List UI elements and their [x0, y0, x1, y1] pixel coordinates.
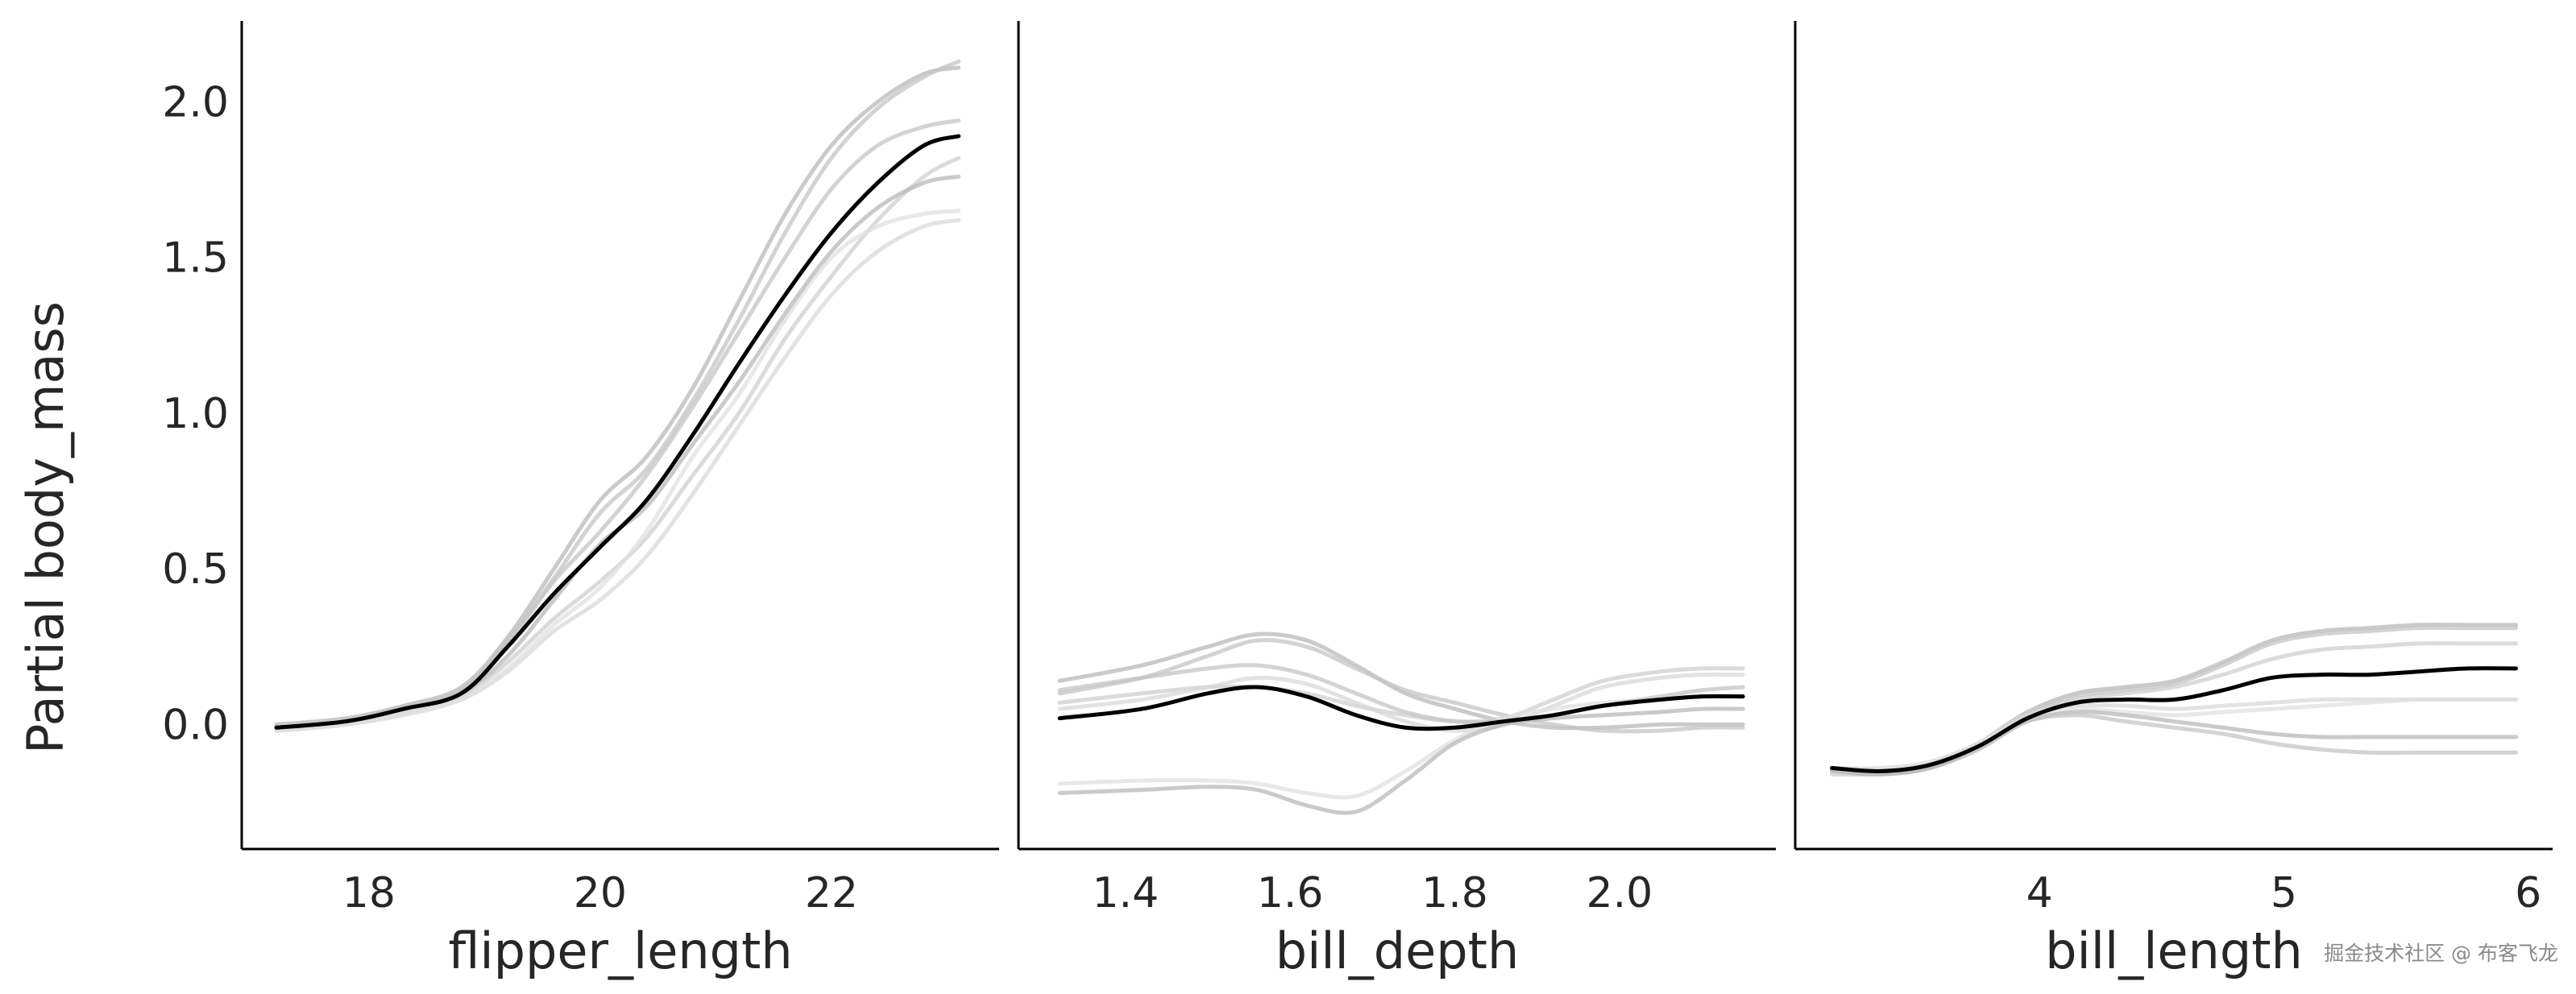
mean-curve	[274, 134, 961, 730]
sample-curve	[274, 209, 961, 733]
panel-2: 1.4 1.6 1.8 2.0 bill_depth	[1017, 21, 1776, 980]
sample-curve	[1057, 632, 1745, 731]
x-axis-label: bill_length	[2045, 922, 2303, 980]
sample-curve	[274, 155, 961, 733]
watermark: 掘金技术社区 @ 布客飞龙	[2324, 942, 2558, 965]
sample-curve	[1829, 710, 2519, 777]
sample-curve	[1057, 663, 1745, 725]
x-tick-label: 1.4	[1092, 869, 1159, 917]
x-tick-label: 2.0	[1587, 869, 1653, 917]
x-tick-label: 1.8	[1421, 869, 1488, 917]
panel-3: 4 5 6 bill_length	[1794, 21, 2553, 980]
mean-curve	[1057, 685, 1745, 731]
x-tick-label: 22	[805, 869, 858, 917]
y-axis-label: Partial body_mass	[16, 301, 75, 754]
sample-curve	[1057, 706, 1745, 815]
x-tick-label: 6	[2515, 869, 2541, 917]
y-tick-label: 0.0	[162, 701, 229, 749]
y-tick-label: 0.5	[162, 545, 229, 594]
x-tick-label: 1.6	[1257, 869, 1324, 917]
x-tick-label: 4	[2026, 869, 2053, 917]
y-tick-label: 1.5	[162, 234, 229, 283]
sample-curve	[1057, 638, 1745, 734]
sample-curve	[1829, 697, 2519, 771]
y-tick-label: 1.0	[162, 390, 229, 438]
sample-curve	[274, 217, 961, 733]
x-tick-label: 20	[574, 869, 627, 917]
x-axis-label: flipper_length	[448, 922, 792, 980]
x-axis-label: bill_depth	[1276, 922, 1520, 980]
x-tick-label: 18	[342, 869, 396, 917]
sample-curve	[274, 65, 961, 727]
mean-curve	[1829, 666, 2519, 773]
x-tick-label: 5	[2271, 869, 2297, 917]
y-tick-label: 2.0	[162, 78, 229, 126]
sample-curve	[274, 118, 961, 730]
sample-curve	[274, 174, 961, 730]
sample-curve	[1057, 672, 1745, 733]
panel-1: 18 20 22 flipper_length	[240, 21, 999, 980]
